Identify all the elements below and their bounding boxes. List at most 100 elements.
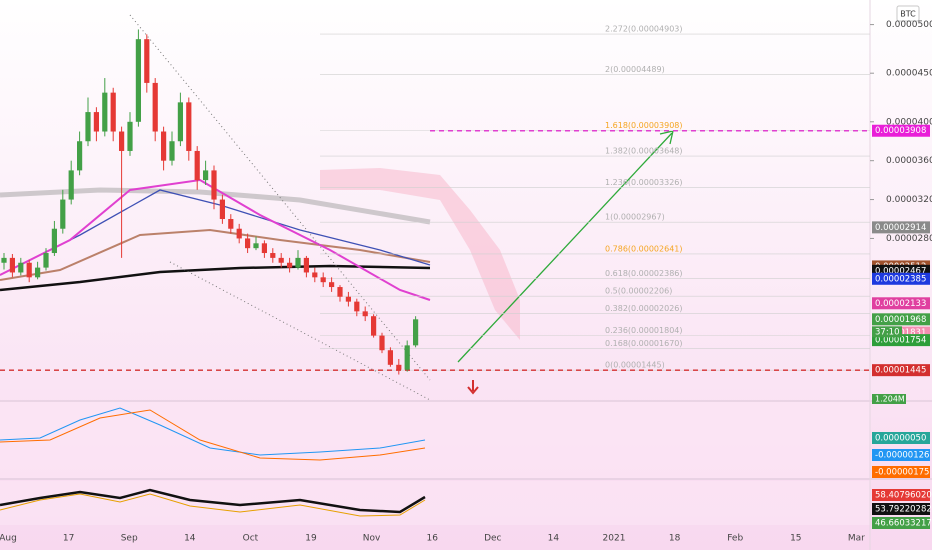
x-tick-label: Oct	[243, 534, 259, 544]
rsi-pane	[0, 481, 870, 525]
candle-body	[295, 257, 301, 268]
fib-label: 0.618(0.00002386)	[605, 269, 683, 278]
candle-body	[18, 262, 24, 273]
price-tag: 0.00001445	[875, 366, 926, 376]
rsi-tag: 53.79220282	[875, 505, 932, 515]
candle-body	[26, 262, 32, 278]
candle-body	[144, 39, 150, 83]
rsi-tag-bg	[872, 517, 930, 529]
candle-body	[60, 199, 66, 229]
x-tick-label: 15	[790, 534, 801, 544]
candle-body	[85, 112, 91, 142]
macd-tag-bg	[872, 432, 930, 444]
fib-label: 1.618(0.00003908)	[605, 121, 683, 130]
fib-label: 1.382(0.00003648)	[605, 147, 683, 156]
candle-body	[329, 282, 335, 288]
timer: 37:10	[875, 327, 900, 337]
cloud	[320, 168, 520, 340]
candle-body	[203, 170, 209, 181]
x-tick-label: Dec	[484, 534, 501, 544]
macd-tag-bg	[872, 449, 930, 461]
candle-body	[1, 257, 7, 263]
fib-label: 0.168(0.00001670)	[605, 339, 683, 348]
candle-body	[186, 102, 192, 151]
price-tag-bg	[872, 272, 930, 285]
candle-body	[396, 364, 402, 370]
currency-box[interactable]	[896, 5, 920, 22]
candle-body	[194, 150, 200, 181]
currency: BTC	[900, 10, 916, 19]
ma-gray	[0, 187, 431, 225]
candle-body	[387, 350, 393, 365]
candle-body	[371, 316, 377, 336]
fib-label: 0.5(0.00002206)	[605, 287, 672, 296]
candle-body	[110, 92, 116, 132]
candle-body	[211, 170, 217, 200]
candle-body	[169, 141, 175, 161]
x-tick-label: 16	[426, 534, 438, 544]
fib-label: 1(0.00002967)	[605, 213, 665, 222]
candle-body	[413, 319, 419, 346]
candle-body	[236, 228, 242, 239]
price-tag: 0.00002467	[875, 266, 926, 276]
rsi-signal	[0, 493, 426, 517]
fib-label: 0(0.00001445)	[605, 361, 665, 370]
macd-tag-bg	[872, 466, 930, 478]
candle-body	[102, 92, 108, 132]
fib-label: 1.236(0.00003326)	[605, 178, 683, 187]
fib-label: 0.236(0.00001804)	[605, 326, 683, 335]
candle-body	[77, 141, 83, 171]
ma-brown	[0, 228, 431, 281]
price-tag: 0.00001754	[875, 336, 926, 346]
candle-body	[270, 253, 276, 258]
candle-body	[135, 39, 141, 122]
candle-body	[93, 112, 99, 132]
candle-body	[379, 335, 385, 351]
x-tick-label: Nov	[363, 534, 381, 544]
ma-black	[0, 264, 431, 292]
ma-magenta	[0, 178, 431, 301]
candle-body	[228, 219, 234, 229]
rsi-line	[0, 488, 426, 514]
down-arrow-head	[467, 386, 479, 395]
candle-body	[245, 238, 251, 249]
candle-body	[303, 257, 309, 273]
macd-line	[0, 407, 426, 456]
x-tick-label: Aug	[0, 534, 17, 544]
candle-body	[312, 272, 318, 278]
price-tag: 0.00003908	[875, 126, 926, 136]
candle-body	[43, 253, 49, 268]
price-tag-bg	[872, 124, 930, 137]
macd-tag: 0.00000050	[875, 434, 926, 444]
volume-tag-bg	[872, 394, 906, 404]
x-tick-label: Sep	[121, 534, 138, 544]
candle-body	[177, 102, 183, 142]
rsi-tag-bg	[872, 489, 930, 501]
candle-body	[119, 131, 125, 151]
candle-body	[404, 345, 410, 370]
candle-body	[278, 257, 284, 263]
timer-bg	[872, 326, 902, 338]
fib-label: 0.786(0.00002641)	[605, 244, 683, 253]
candle-body	[345, 296, 351, 302]
candle-body	[362, 311, 368, 317]
price-tag-bg	[872, 364, 930, 377]
x-tick-label: 19	[305, 534, 317, 544]
price-tag: 0.00002914	[875, 223, 926, 233]
x-tick-label: 14	[184, 534, 196, 544]
trend-line	[129, 14, 431, 381]
macd-tag: -0.00000175	[875, 468, 929, 478]
x-tick-label: 2021	[603, 534, 626, 544]
arrow-line	[457, 132, 673, 363]
price-tag-bg	[872, 313, 930, 326]
price-tag: 0.00002385	[875, 274, 926, 284]
price-tag-bg	[872, 297, 930, 310]
rsi-tag: 58.40796020	[875, 491, 932, 501]
candle-body	[219, 199, 225, 220]
x-tick-label: 14	[548, 534, 560, 544]
